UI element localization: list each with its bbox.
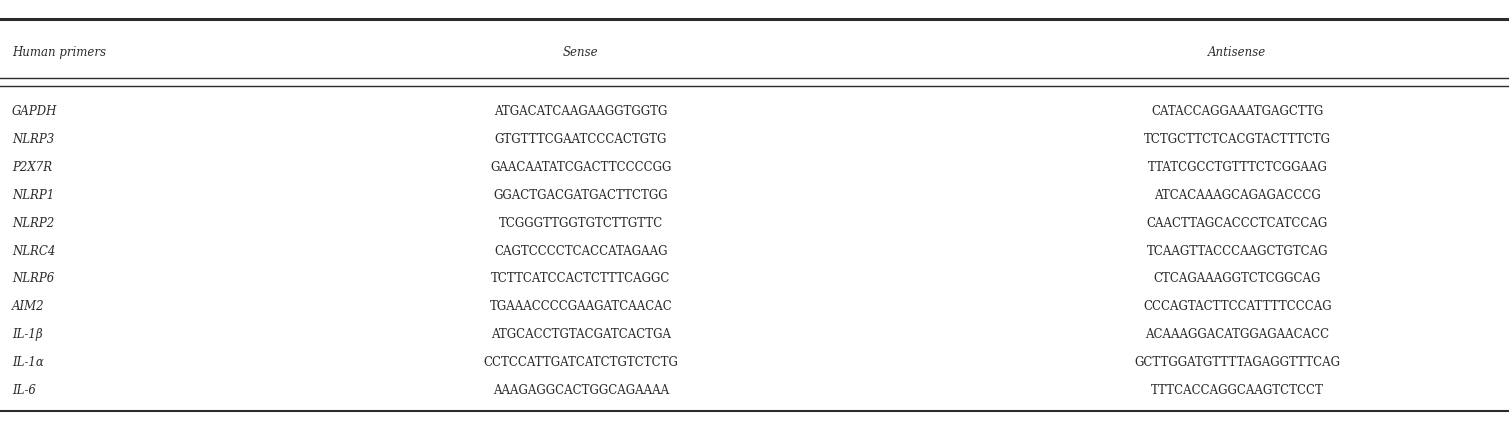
Text: CAACTTAGCACCCTCATCCAG: CAACTTAGCACCCTCATCCAG: [1147, 217, 1328, 230]
Text: NLRP3: NLRP3: [12, 133, 54, 146]
Text: TTATCGCCTGTTTCTCGGAAG: TTATCGCCTGTTTCTCGGAAG: [1147, 161, 1328, 174]
Text: GAACAATATCGACTTCCCCGG: GAACAATATCGACTTCCCCGG: [490, 161, 672, 174]
Text: Sense: Sense: [563, 46, 599, 59]
Text: TTTCACCAGGCAAGTCTCCT: TTTCACCAGGCAAGTCTCCT: [1151, 384, 1323, 397]
Text: AIM2: AIM2: [12, 300, 45, 313]
Text: TGAAACCCCGAAGATCAACAC: TGAAACCCCGAAGATCAACAC: [489, 300, 673, 313]
Text: IL-1α: IL-1α: [12, 356, 44, 369]
Text: CATACCAGGAAATGAGCTTG: CATACCAGGAAATGAGCTTG: [1151, 106, 1323, 118]
Text: CCCAGTACTTCCATTTTCCCAG: CCCAGTACTTCCATTTTCCCAG: [1144, 300, 1331, 313]
Text: ATGACATCAAGAAGGTGGTG: ATGACATCAAGAAGGTGGTG: [495, 106, 667, 118]
Text: NLRP1: NLRP1: [12, 189, 54, 202]
Text: TCGGGTTGGTGTCTTGTTC: TCGGGTTGGTGTCTTGTTC: [499, 217, 662, 230]
Text: GCTTGGATGTTTTAGAGGTTTCAG: GCTTGGATGTTTTAGAGGTTTCAG: [1135, 356, 1340, 369]
Text: GAPDH: GAPDH: [12, 106, 57, 118]
Text: TCTTCATCCACTCTTTCAGGC: TCTTCATCCACTCTTTCAGGC: [492, 273, 670, 285]
Text: GGACTGACGATGACTTCTGG: GGACTGACGATGACTTCTGG: [493, 189, 668, 202]
Text: CTCAGAAAGGTCTCGGCAG: CTCAGAAAGGTCTCGGCAG: [1154, 273, 1320, 285]
Text: CCTCCATTGATCATCTGTCTCTG: CCTCCATTGATCATCTGTCTCTG: [483, 356, 679, 369]
Text: Human primers: Human primers: [12, 46, 106, 59]
Text: CAGTCCCCTCACCATAGAAG: CAGTCCCCTCACCATAGAAG: [495, 245, 667, 257]
Text: AAAGAGGCACTGGCAGAAAA: AAAGAGGCACTGGCAGAAAA: [493, 384, 668, 397]
Text: ATCACAAAGCAGAGACCCG: ATCACAAAGCAGAGACCCG: [1154, 189, 1320, 202]
Text: P2X7R: P2X7R: [12, 161, 53, 174]
Text: NLRC4: NLRC4: [12, 245, 56, 257]
Text: TCAAGTTACCCAAGCTGTCAG: TCAAGTTACCCAAGCTGTCAG: [1147, 245, 1328, 257]
Text: GTGTTTCGAATCCCACTGTG: GTGTTTCGAATCCCACTGTG: [495, 133, 667, 146]
Text: NLRP2: NLRP2: [12, 217, 54, 230]
Text: ATGCACCTGTACGATCACTGA: ATGCACCTGTACGATCACTGA: [490, 328, 672, 341]
Text: IL-6: IL-6: [12, 384, 36, 397]
Text: NLRP6: NLRP6: [12, 273, 54, 285]
Text: TCTGCTTCTCACGTACTTTCTG: TCTGCTTCTCACGTACTTTCTG: [1144, 133, 1331, 146]
Text: ACAAAGGACATGGAGAACACC: ACAAAGGACATGGAGAACACC: [1145, 328, 1329, 341]
Text: Antisense: Antisense: [1209, 46, 1266, 59]
Text: IL-1β: IL-1β: [12, 328, 42, 341]
